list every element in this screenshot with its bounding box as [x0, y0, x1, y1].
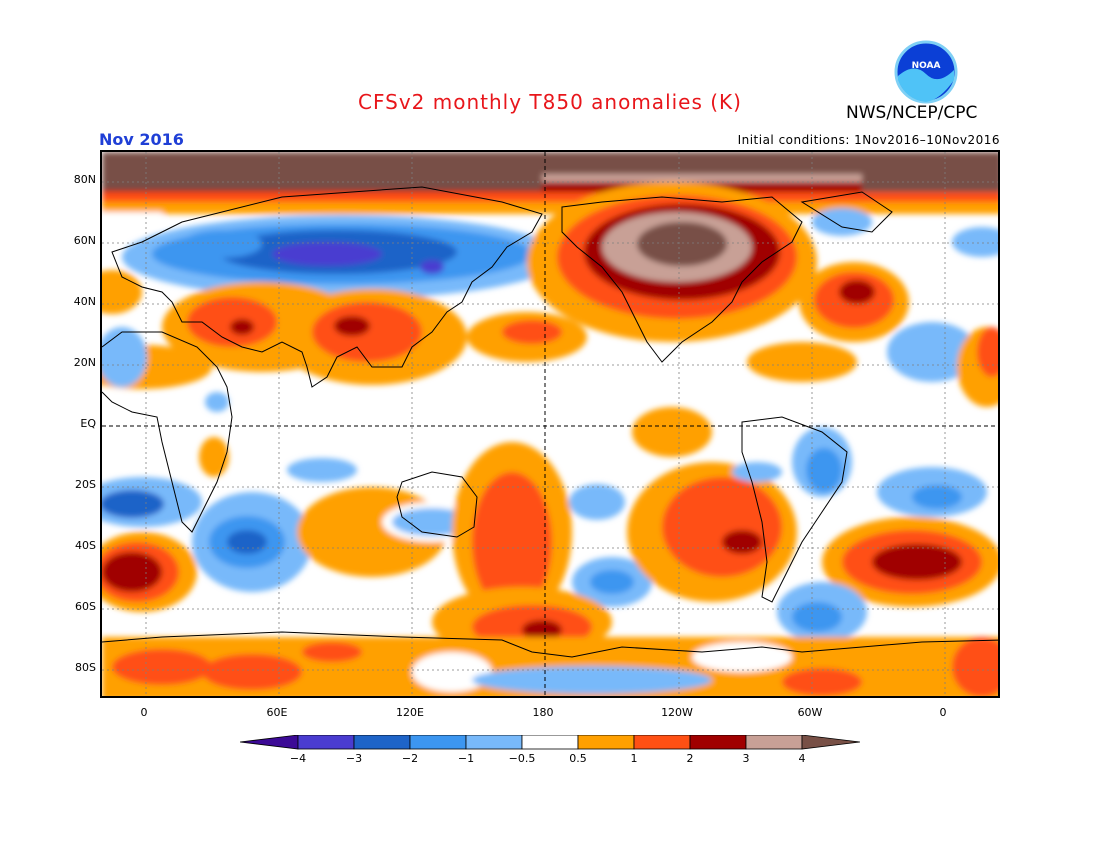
- colorbar-label: −1: [457, 752, 475, 765]
- lat-label: EQ: [80, 417, 96, 430]
- lat-label: 40S: [75, 539, 96, 552]
- colorbar-cell: [577, 735, 635, 750]
- colorbar-label: 3: [742, 752, 750, 765]
- colorbar-cell: [353, 735, 411, 750]
- lat-label: 80N: [73, 173, 96, 186]
- colorbar-label: 1: [630, 752, 638, 765]
- coastlines: [102, 186, 998, 658]
- lat-label: 80S: [75, 661, 96, 674]
- colorbar-cell: [297, 735, 355, 750]
- colorbar-cell: [521, 735, 579, 750]
- svg-text:NOAA: NOAA: [912, 61, 941, 71]
- colorbar-label: −3: [345, 752, 363, 765]
- lon-label: 180: [532, 706, 554, 719]
- colorbar-cell: [633, 735, 691, 750]
- anomaly-map: [100, 150, 1000, 698]
- colorbar-label: −4: [289, 752, 307, 765]
- lon-label: 120W: [661, 706, 693, 719]
- lon-label: 0: [140, 706, 148, 719]
- lon-label: 120E: [396, 706, 424, 719]
- agency-label: NWS/NCEP/CPC: [846, 103, 978, 123]
- lat-label: 40N: [73, 295, 96, 308]
- lat-label: 60S: [75, 600, 96, 613]
- colorbar-cell: [465, 735, 523, 750]
- colorbar-cell: [409, 735, 467, 750]
- colorbar-label: 4: [798, 752, 806, 765]
- equator-dateline: [102, 152, 998, 696]
- colorbar-cell: [689, 735, 747, 750]
- colorbar-cell: [801, 735, 860, 750]
- colorbar-label: −2: [401, 752, 419, 765]
- lon-label: 60W: [797, 706, 823, 719]
- lon-label: 0: [939, 706, 947, 719]
- noaa-logo: NOAA: [894, 40, 958, 104]
- colorbar-cell: [745, 735, 803, 750]
- graticule: [102, 152, 998, 696]
- anomaly-field: [102, 152, 998, 696]
- lon-label: 60E: [266, 706, 288, 719]
- colorbar-label: −0.5: [508, 752, 536, 765]
- forecast-month: Nov 2016: [99, 130, 184, 149]
- colorbar-cell: [240, 735, 299, 750]
- colorbar-label: 2: [686, 752, 694, 765]
- colorbar-label: 0.5: [569, 752, 587, 765]
- initial-conditions: Initial conditions: 1Nov2016–10Nov2016: [737, 133, 1000, 147]
- lat-label: 20S: [75, 478, 96, 491]
- colorbar: [240, 735, 860, 750]
- lat-label: 20N: [73, 356, 96, 369]
- lat-label: 60N: [73, 234, 96, 247]
- chart-title: CFSv2 monthly T850 anomalies (K): [358, 90, 742, 114]
